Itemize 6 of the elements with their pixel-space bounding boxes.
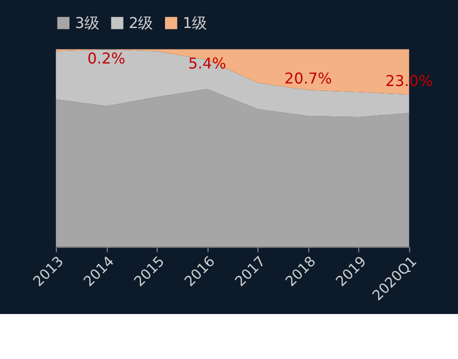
data-label: 0.2% bbox=[87, 49, 126, 68]
data-label: 20.7% bbox=[284, 70, 332, 88]
legend-label: 2级 bbox=[128, 14, 154, 32]
legend-label: 1级 bbox=[182, 14, 208, 32]
legend-label: 3级 bbox=[74, 14, 100, 32]
data-label: 5.4% bbox=[188, 54, 226, 73]
